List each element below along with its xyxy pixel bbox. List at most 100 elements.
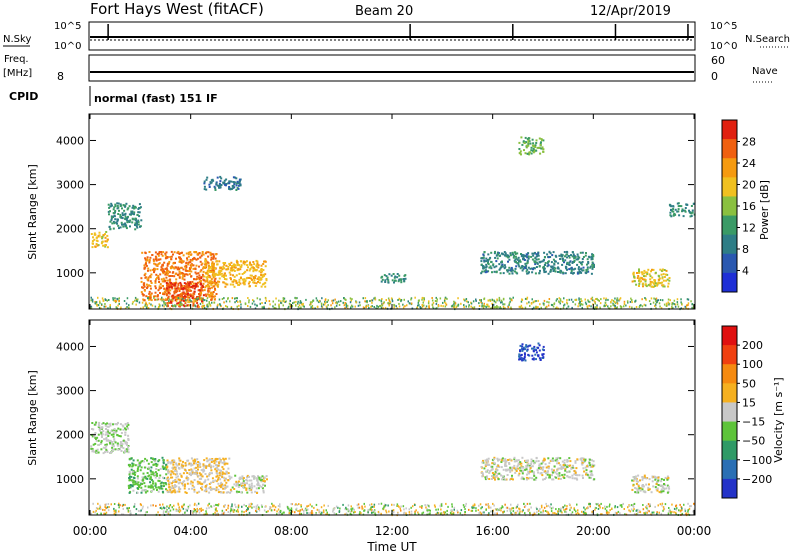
heatmap-cell: [232, 508, 234, 511]
heatmap-cell: [212, 263, 215, 266]
heatmap-cell: [171, 304, 174, 307]
heatmap-cell: [404, 305, 406, 308]
heatmap-cell: [199, 298, 202, 301]
heatmap-cell: [139, 461, 142, 464]
heatmap-cell: [220, 482, 222, 485]
heatmap-cell: [287, 307, 289, 310]
heatmap-cell: [96, 448, 99, 451]
heatmap-cell: [393, 281, 395, 284]
heatmap-cell: [223, 272, 226, 275]
heatmap-cell: [120, 306, 122, 309]
heatmap-cell: [460, 509, 463, 512]
heatmap-cell: [582, 269, 585, 272]
heatmap-cell: [662, 490, 665, 493]
heatmap-cell: [158, 459, 161, 462]
heatmap-cell: [570, 270, 573, 272]
heatmap-cell: [547, 504, 550, 507]
heatmap-cell: [682, 209, 685, 212]
heatmap-cell: [136, 223, 139, 226]
heatmap-cell: [165, 276, 168, 279]
heatmap-cell: [264, 484, 266, 487]
heatmap-cell: [249, 274, 252, 277]
heatmap-cell: [119, 216, 122, 219]
heatmap-cell: [151, 471, 154, 474]
heatmap-cell: [497, 306, 499, 309]
heatmap-cell: [583, 470, 586, 473]
heatmap-cell: [581, 474, 584, 477]
heatmap-cell: [229, 277, 232, 279]
heatmap-cell: [183, 485, 186, 488]
heatmap-cell: [144, 258, 147, 261]
heatmap-cell: [553, 263, 556, 266]
heatmap-cell: [258, 278, 261, 281]
heatmap-cell: [526, 272, 529, 275]
heatmap-cell: [535, 358, 537, 361]
heatmap-cell: [236, 508, 239, 511]
heatmap-cell: [132, 489, 135, 492]
heatmap-cell: [159, 258, 162, 261]
heatmap-cell: [155, 486, 158, 489]
heatmap-cell: [265, 511, 268, 513]
heatmap-cell: [193, 488, 196, 491]
heatmap-cell: [249, 305, 252, 308]
heatmap-cell: [228, 262, 231, 265]
heatmap-cell: [687, 298, 690, 301]
heatmap-cell: [272, 300, 274, 303]
heatmap-cell: [222, 265, 225, 268]
heatmap-cell: [623, 305, 625, 308]
heatmap-cell: [171, 283, 174, 286]
heatmap-cell: [515, 506, 518, 509]
heatmap-cell: [572, 300, 574, 303]
heatmap-cell: [116, 218, 119, 221]
heatmap-cell: [131, 479, 134, 482]
heatmap-cell: [521, 265, 524, 267]
heatmap-cell: [590, 305, 592, 308]
heatmap-cell: [187, 505, 190, 508]
heatmap-cell: [580, 271, 583, 274]
heatmap-cell: [192, 303, 195, 306]
heatmap-cell: [521, 359, 524, 362]
heatmap-cell: [94, 442, 97, 445]
heatmap-cell: [174, 298, 177, 300]
heatmap-cell: [90, 305, 93, 308]
heatmap-cell: [537, 306, 539, 309]
heatmap-cell: [171, 506, 173, 509]
heatmap-cell: [154, 463, 157, 466]
heatmap-cell: [435, 513, 437, 516]
heatmap-cell: [444, 298, 446, 301]
heatmap-cell: [149, 293, 152, 296]
heatmap-cell: [497, 464, 500, 467]
heatmap-cell: [554, 459, 557, 462]
heatmap-cell: [207, 275, 209, 278]
heatmap-cell: [113, 438, 116, 441]
heatmap-cell: [537, 342, 540, 345]
heatmap-cell: [426, 509, 428, 512]
heatmap-cell: [107, 307, 109, 310]
heatmap-cell: [534, 272, 537, 275]
nave-tick-top: 60: [711, 54, 725, 67]
heatmap-cell: [255, 510, 258, 513]
heatmap-cell: [675, 508, 677, 511]
heatmap-cell: [540, 260, 543, 263]
heatmap-cell: [364, 505, 366, 508]
heatmap-cell: [196, 482, 199, 485]
heatmap-cell: [316, 299, 318, 302]
heatmap-cell: [131, 302, 134, 305]
heatmap-cell: [524, 266, 526, 269]
heatmap-cell: [473, 306, 476, 309]
heatmap-cell: [137, 484, 140, 487]
heatmap-cell: [659, 484, 662, 487]
heatmap-cell: [193, 251, 196, 253]
heatmap-cell: [167, 471, 170, 474]
heatmap-cell: [131, 462, 134, 465]
heatmap-cell: [483, 251, 486, 254]
heatmap-cell: [210, 267, 213, 270]
heatmap-cell: [525, 270, 528, 273]
heatmap-cell: [168, 483, 170, 486]
heatmap-cell: [179, 271, 182, 274]
heatmap-cell: [119, 203, 122, 206]
heatmap-cell: [334, 298, 336, 301]
heatmap-cell: [591, 465, 594, 468]
heatmap-cell: [667, 301, 669, 304]
heatmap-cell: [211, 458, 214, 460]
